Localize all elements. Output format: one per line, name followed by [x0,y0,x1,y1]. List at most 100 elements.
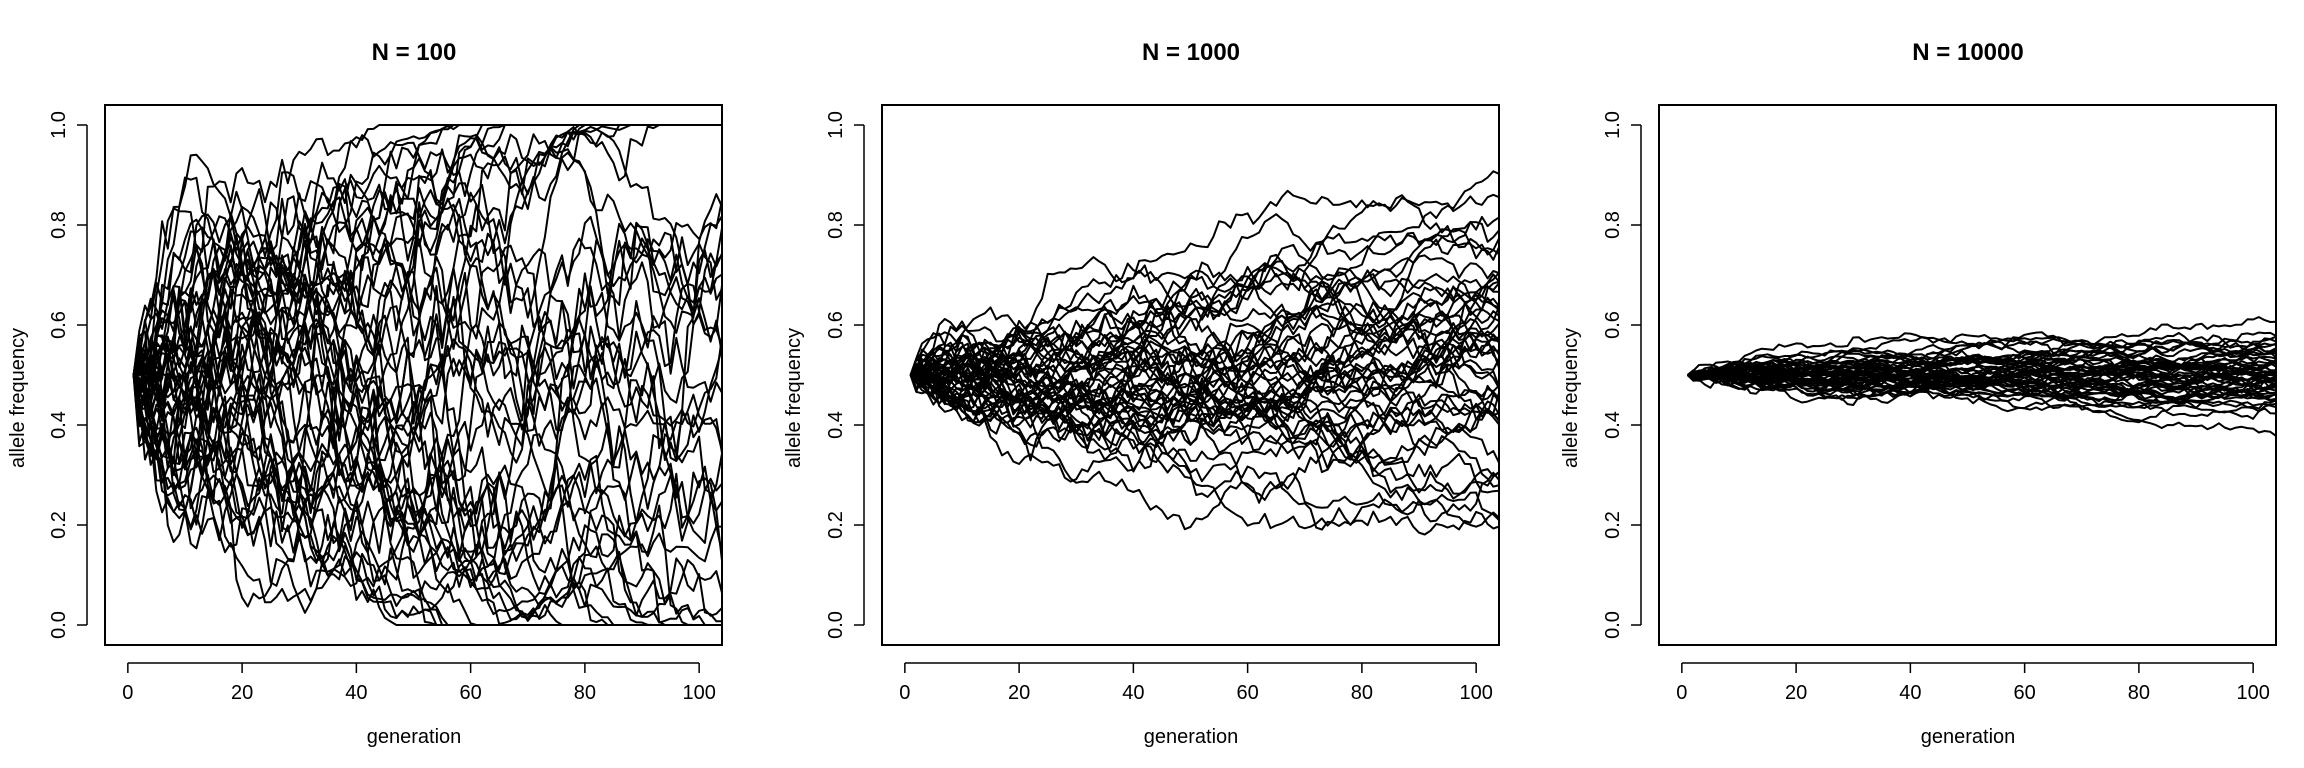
replicate-line [132,374,722,625]
y-tick-label: 0.6 [48,311,70,339]
x-tick-label: 40 [1122,682,1144,704]
replicate-line [132,151,722,401]
replicate-line [909,254,1499,390]
y-tick-label: 0.2 [1602,511,1624,539]
replicate-line [909,263,1499,394]
y-axis-label: allele frequency [7,328,29,468]
x-axis-label: generation [1921,726,2016,748]
drift-trajectories [1686,316,2276,437]
replicate-line [132,224,722,543]
y-tick-label: 0.2 [48,511,70,539]
x-tick-label: 60 [460,682,482,704]
x-tick-label: 100 [2236,682,2269,704]
panel-n10000: N = 10000 generation allele frequency 0 2… [1560,39,2277,748]
plot-box [881,104,1500,646]
x-tick-label: 40 [345,682,367,704]
replicate-line [910,342,1499,419]
x-tick-label: 80 [574,682,596,704]
replicate-line [1687,331,2276,377]
axis-ticks: 0 20 40 60 80 100 0.0 0.2 0.4 0.6 0.8 1.0 [825,111,1493,704]
y-tick-label: 0.8 [48,211,70,239]
panel-title: N = 100 [372,39,457,66]
replicate-line [132,263,722,626]
x-tick-label: 0 [1676,682,1687,704]
replicate-line [1687,332,2276,376]
x-tick-label: 20 [1785,682,1807,704]
replicate-line [132,266,722,525]
replicate-line [132,374,722,587]
y-tick-label: 0.2 [825,511,847,539]
replicate-line [132,146,722,384]
y-tick-label: 0.4 [48,411,70,439]
replicate-line [1687,333,2276,380]
x-tick-label: 0 [122,682,133,704]
replicate-line [132,244,722,626]
plot-box [1658,104,2277,646]
replicate-line [132,124,722,414]
y-tick-label: 1.0 [825,111,847,139]
replicate-line [909,287,1499,401]
replicate-line [132,311,722,558]
x-tick-label: 100 [682,682,715,704]
x-tick-label: 80 [2128,682,2150,704]
x-axis-label: generation [1144,726,1239,748]
drift-trajectories [909,170,1499,536]
axis-ticks: 0 20 40 60 80 100 0.0 0.2 0.4 0.6 0.8 1.0 [48,111,716,704]
y-axis-label: allele frequency [783,328,805,468]
y-tick-label: 0.6 [825,311,847,339]
replicate-line [133,188,722,623]
replicate-line [132,373,722,579]
replicate-line [909,314,1499,410]
y-tick-label: 0.8 [825,211,847,239]
replicate-line [909,306,1499,483]
x-tick-label: 0 [899,682,910,704]
replicate-line [1687,359,2276,391]
y-tick-label: 0.8 [1602,211,1624,239]
y-tick-label: 1.0 [1602,111,1624,139]
replicate-line [132,285,722,499]
replicate-line [132,125,722,434]
y-tick-label: 0.0 [1602,611,1624,639]
replicate-line [132,277,722,592]
replicate-line [910,365,1499,530]
x-tick-label: 60 [1237,682,1259,704]
replicate-line [910,304,1499,392]
panel-title: N = 10000 [1912,39,2023,66]
x-tick-label: 20 [231,682,253,704]
replicate-line [1687,347,2276,381]
replicate-line [1687,357,2276,389]
replicate-line [132,187,722,404]
y-tick-label: 0.0 [825,611,847,639]
y-tick-label: 0.6 [1602,311,1624,339]
x-tick-label: 60 [2014,682,2036,704]
x-tick-label: 80 [1351,682,1373,704]
replicate-line [910,189,1499,376]
replicate-line [910,371,1499,531]
drift-trajectories [132,124,722,626]
y-tick-label: 0.4 [1602,411,1624,439]
replicate-line [132,266,722,554]
axis-ticks: 0 20 40 60 80 100 0.0 0.2 0.4 0.6 0.8 1.0 [1602,111,2270,704]
x-tick-label: 20 [1008,682,1030,704]
replicate-line [132,346,722,626]
panel-n1000: N = 1000 generation allele frequency 0 20… [783,39,1500,748]
replicate-line [132,374,722,624]
replicate-line [910,278,1499,399]
replicate-line [1687,362,2276,404]
x-tick-label: 100 [1459,682,1492,704]
y-tick-label: 0.4 [825,411,847,439]
replicate-line [909,215,1499,443]
panel-n100: N = 100 generation allele frequency 0 20 4… [7,39,723,748]
replicate-line [1687,368,2276,409]
replicate-line [1687,370,2276,424]
replicate-line [909,362,1499,521]
replicate-line [909,348,1499,448]
x-tick-label: 40 [1899,682,1921,704]
y-tick-label: 1.0 [48,111,70,139]
y-tick-label: 0.0 [48,611,70,639]
replicate-line [132,289,722,626]
panel-title: N = 1000 [1142,39,1240,66]
y-axis-label: allele frequency [1560,328,1582,468]
plot-box [104,104,723,646]
